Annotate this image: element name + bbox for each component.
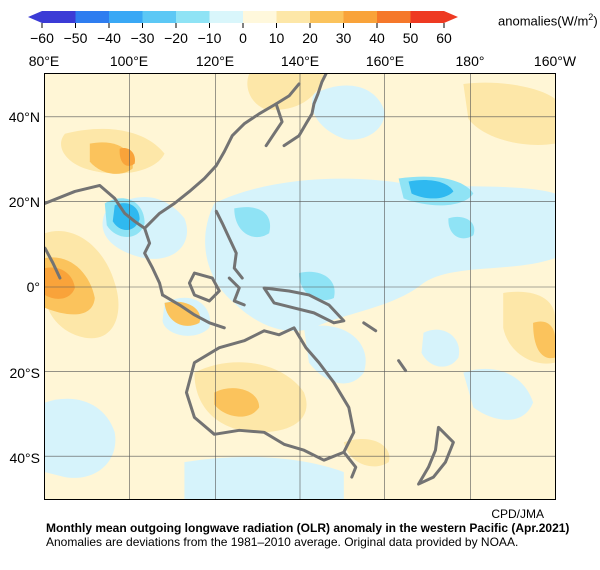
coastline-australia [184, 326, 356, 462]
colorbar-unit-end: ) [593, 13, 598, 29]
anomaly-negative-strong [112, 179, 454, 231]
coastline-borneo [187, 271, 221, 303]
map-graticule [45, 74, 555, 499]
coastline-south-asia [43, 183, 165, 297]
strong-orange-area-china [119, 148, 135, 166]
colorbar-tick-label: 10 [268, 30, 285, 46]
coastline-fiji [397, 359, 408, 373]
colorbar-cell [142, 11, 176, 23]
lon-label-160e: 160°E [365, 53, 405, 69]
coastline-korea [264, 102, 284, 148]
colorbar-cell [42, 11, 76, 23]
colorbar-tick-label: −30 [130, 30, 155, 46]
light-blue-area-south-indian [45, 398, 116, 478]
light-blue-area-coral-sea [303, 325, 366, 384]
light-orange-area-north-pacific [463, 82, 555, 145]
medium-blue-area-east [448, 216, 475, 239]
lat-label-20n: 20°N [8, 194, 40, 210]
colorbar-tick-label: 0 [239, 30, 247, 46]
colorbar-tick-label: 40 [369, 30, 385, 46]
lon-label-140e: 140°E [280, 53, 320, 69]
colorbar-unit: anomalies(W/m2) [498, 12, 598, 28]
colorbar-tick-label: 20 [302, 30, 318, 46]
medium-orange-area-australia [214, 388, 260, 417]
credit-text: CPD/JMA [491, 507, 544, 521]
colorbar-tick-label: −10 [197, 30, 222, 46]
colorbar-legend: −60 −50 −40 −30 −20 −10 0 10 20 30 40 50 60 anomalie… [28, 10, 598, 46]
lat-label-eq: 0° [26, 279, 40, 295]
medium-blue-area-new-guinea [299, 271, 335, 301]
colorbar-cell [176, 11, 210, 23]
lon-label-180: 180° [455, 53, 485, 69]
colorbar-tick-label: −50 [63, 30, 88, 46]
anomaly-positive-strong [45, 148, 135, 299]
colorbar-tick-label: 60 [436, 30, 452, 46]
coastline-philippines [214, 209, 244, 280]
strong-orange-area-india-coast [45, 267, 75, 299]
colorbar-unit-base: anomalies(W/m [498, 13, 589, 29]
medium-orange-area-java [164, 301, 201, 326]
lat-label-40s: 40°S [9, 450, 40, 466]
caption-note: Anomalies are deviations from the 1981–2… [46, 535, 519, 549]
figure-caption: Monthly mean outgoing longwave radiation… [46, 521, 586, 549]
medium-orange-area-east [533, 321, 555, 359]
colorbar-cell [75, 11, 109, 23]
colorbar-min-arrow [28, 11, 42, 23]
colorbar-cell [209, 11, 243, 23]
coastline-new-guinea [262, 286, 346, 325]
olr-anomaly-map [43, 72, 556, 500]
coastlines [43, 72, 455, 486]
light-blue-area-south-pacific [463, 368, 534, 420]
coastline-japan [282, 72, 328, 148]
colorbar-tick-label: 50 [402, 30, 419, 46]
strong-blue-area-pacific [408, 179, 454, 199]
colorbar-tick-label: −20 [164, 30, 188, 46]
colorbar-cell [377, 11, 411, 23]
strong-blue-area-indochina [112, 203, 140, 231]
colorbar-max-arrow [444, 11, 458, 23]
colorbar-cell [343, 11, 377, 23]
light-blue-area-southern-ocean [184, 456, 344, 499]
coastline-sumatra-java [161, 293, 226, 330]
colorbar-tick-label: 30 [335, 30, 352, 46]
colorbar-cell [109, 11, 143, 23]
colorbar-unit-sup: 2 [588, 12, 594, 22]
lat-label-20s: 20°S [9, 365, 40, 381]
light-blue-area-central-south [421, 329, 460, 367]
light-blue-area-north [312, 85, 385, 140]
colorbar-cell [243, 11, 277, 23]
caption-title: Monthly mean outgoing longwave radiation… [46, 521, 570, 535]
coastline-india-west [43, 246, 62, 280]
medium-blue-area-philippine-sea [234, 207, 271, 238]
colorbar-cell [276, 11, 310, 23]
lon-label-160w: 160°W [533, 53, 577, 69]
map-svg [43, 72, 555, 499]
colorbar-cell [410, 11, 444, 23]
light-orange-area-japan-north [247, 74, 324, 110]
lon-label-80e: 80°E [28, 53, 60, 69]
coastline-new-zealand [417, 425, 455, 486]
light-orange-area-tasman [343, 439, 390, 467]
colorbar-tick-label: −40 [97, 30, 121, 46]
colorbar-tick-label: −60 [30, 30, 54, 46]
colorbar-cell [310, 11, 344, 23]
lat-label-40n: 40°N [8, 109, 40, 125]
coastline-solomon [362, 321, 378, 333]
lon-label-120e: 120°E [195, 53, 235, 69]
coastline-tasmania [342, 450, 358, 479]
coastline-sulawesi [227, 276, 246, 307]
colorbar-svg [28, 11, 458, 28]
colorbar-tick-labels: −60 −50 −40 −30 −20 −10 0 10 20 30 40 50 60 [28, 30, 488, 50]
lon-label-100e: 100°E [109, 53, 149, 69]
